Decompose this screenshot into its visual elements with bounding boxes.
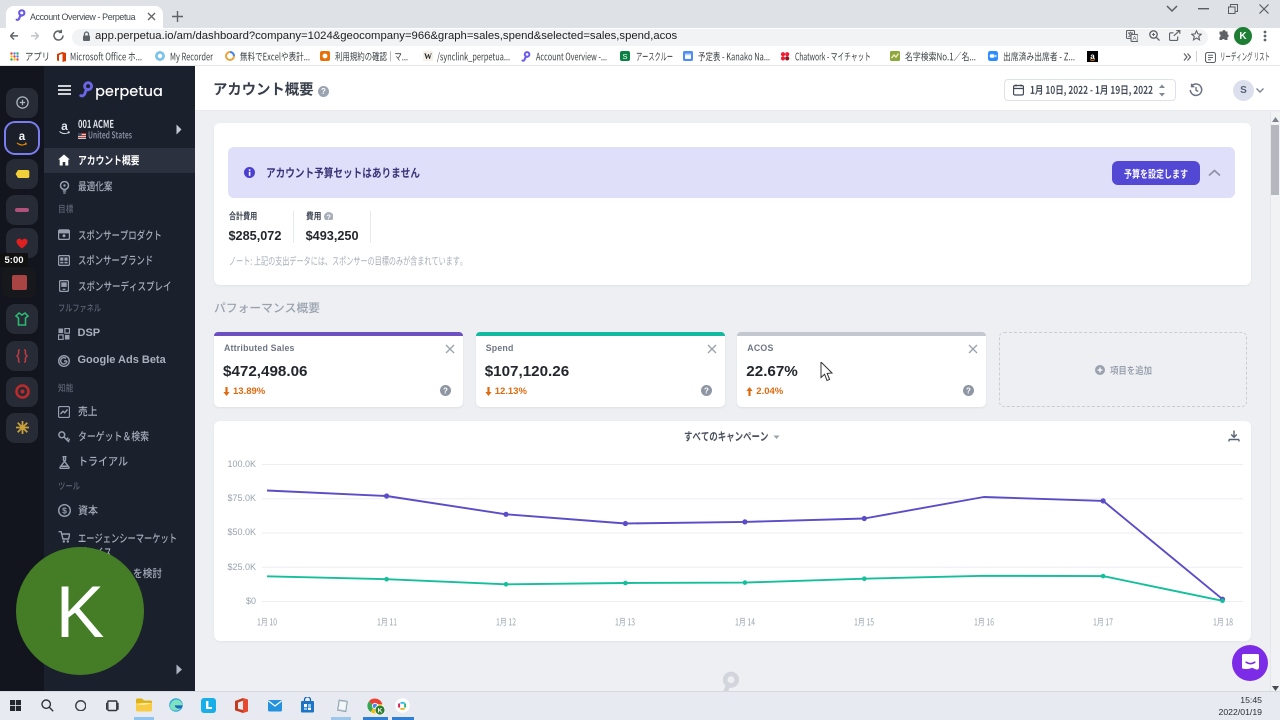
svg-text:A: A xyxy=(1132,36,1137,43)
svg-text:W: W xyxy=(424,52,432,61)
svg-text:a: a xyxy=(61,120,68,133)
svg-text:K: K xyxy=(378,708,383,715)
svg-text:S: S xyxy=(622,52,627,61)
svg-text:?: ? xyxy=(321,87,326,96)
svg-text:$: $ xyxy=(62,505,67,515)
svg-text:a: a xyxy=(1090,52,1095,61)
svg-text:?: ? xyxy=(443,386,448,395)
svg-text:?: ? xyxy=(966,386,971,395)
svg-text:?: ? xyxy=(704,386,709,395)
svg-text:?: ? xyxy=(327,214,331,220)
